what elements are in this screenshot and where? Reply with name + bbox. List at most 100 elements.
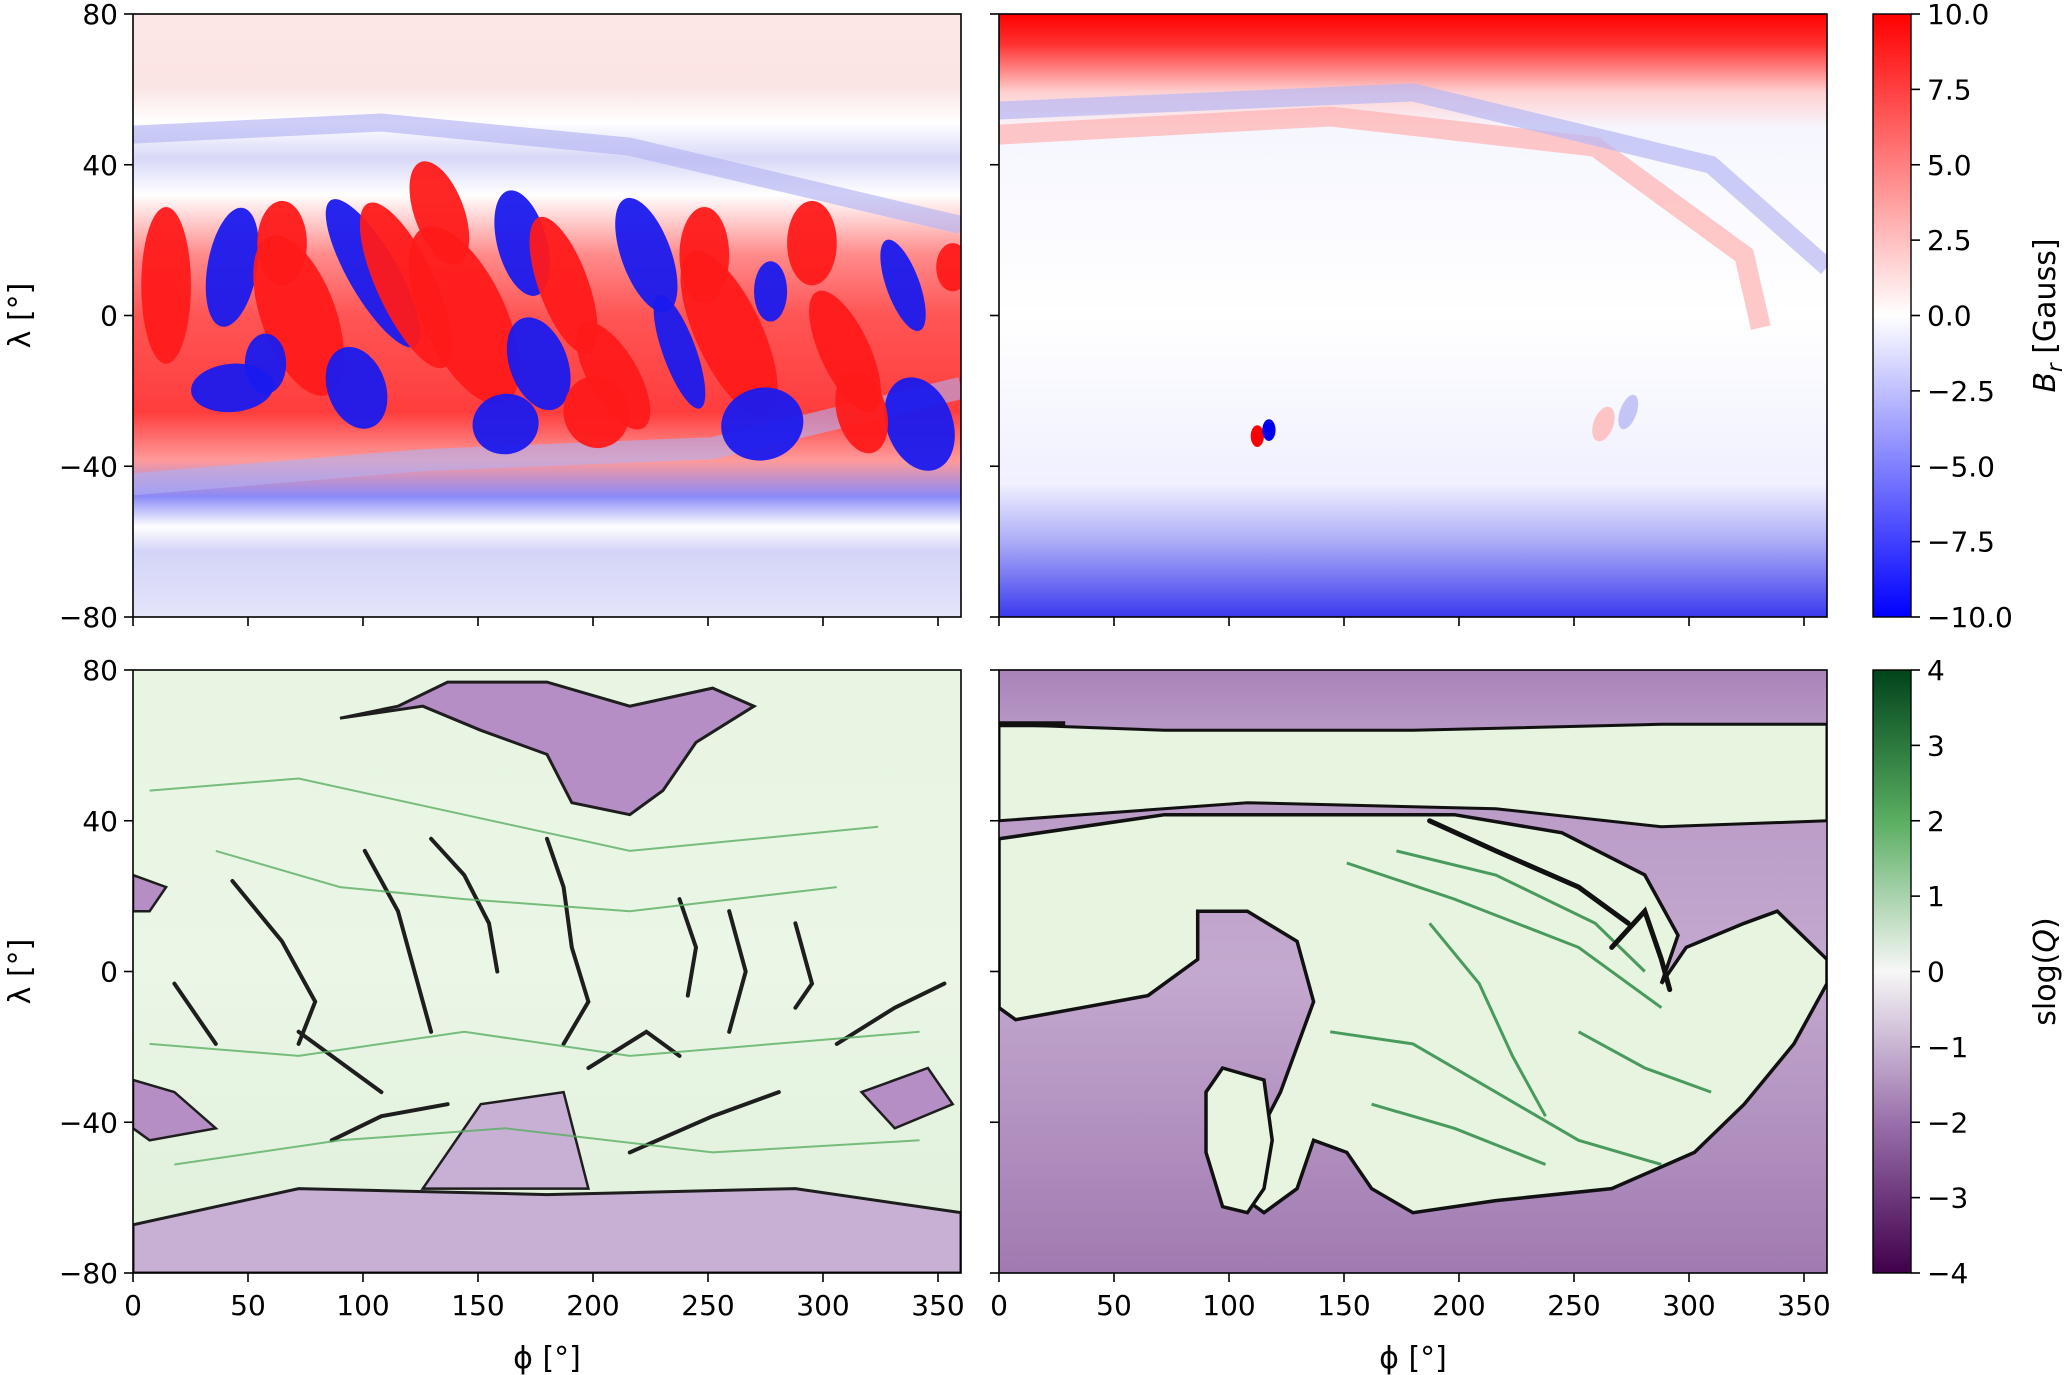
y-tick-label: −80 — [59, 1257, 118, 1290]
panel-br-top-right — [990, 13, 1828, 626]
negative-polarity-patch — [754, 261, 788, 322]
q-ridge — [1346, 861, 1663, 1009]
colorbar-br-label: Br [Gauss] — [2028, 238, 2067, 392]
q-structures-bottom-left — [133, 680, 961, 1273]
q-ridge — [1329, 1030, 1662, 1166]
x-tick-label: 300 — [796, 1289, 849, 1322]
colorbar-tick-label: 7.5 — [1927, 73, 1972, 106]
x-tick-label: 150 — [451, 1289, 504, 1322]
panel-q-bottom-right: 0 50 100 150 200 250 300 350 — [990, 669, 1831, 1322]
positive-polarity-patch — [835, 370, 889, 454]
colorbar-tick-label: 1 — [1927, 880, 1945, 913]
negative-polarity-patch — [653, 294, 706, 409]
high-q-separatrix — [230, 879, 318, 1046]
x-tick-label: 0 — [990, 1289, 1008, 1322]
colorbar-tick-label: −10.0 — [1927, 601, 2013, 634]
positive-polarity-patch — [936, 243, 961, 292]
y-axis-label-top: λ [°] — [3, 283, 38, 349]
negative-polarity-patch — [884, 377, 955, 471]
colorbar-tick-label: −2.5 — [1927, 375, 1995, 408]
x-axis-label-right: ϕ [°] — [1379, 1341, 1447, 1375]
negative-polarity-patch — [325, 346, 388, 429]
low-q-region — [133, 1078, 219, 1142]
low-q-region — [859, 1066, 955, 1130]
high-q-band — [999, 722, 1827, 829]
y-tick-label: −80 — [59, 601, 118, 634]
colorbar-tick-label: −4 — [1927, 1257, 1968, 1290]
weak-negative-patch — [1618, 394, 1639, 430]
high-q-separatrix — [1609, 906, 1673, 993]
high-q-separatrix — [296, 1029, 384, 1095]
y-tick-label: −40 — [59, 450, 118, 483]
weak-positive-patch — [1592, 406, 1615, 442]
x-tick-label: 350 — [911, 1289, 964, 1322]
panel-br-top-left: 80 40 0 −40 −80 — [59, 0, 962, 634]
x-tick-label: 100 — [336, 1289, 389, 1322]
positive-polarity-patch — [576, 322, 651, 430]
positive-polarity-patch — [141, 206, 191, 364]
colorbar-tick-label: 0 — [1927, 956, 1945, 989]
colorbar-br: 10.0 7.5 5.0 2.5 0.0 −2.5 −5.0 −7.5 −10.0 Br [Ga… — [1872, 0, 2067, 634]
q-ridge — [215, 849, 837, 913]
y-axis-label-bottom: λ [°] — [3, 939, 38, 1005]
negative-polarity-patch — [721, 387, 804, 461]
q-ridge — [1428, 922, 1547, 1117]
weak-negative-arc — [999, 83, 1827, 275]
colorbar-tick-label: −2 — [1927, 1106, 1968, 1139]
low-q-region — [133, 1187, 961, 1273]
negative-polarity-patch — [506, 317, 571, 411]
colorbar-tick-label: −7.5 — [1927, 526, 1995, 559]
x-tick-label: 200 — [1432, 1289, 1485, 1322]
positive-polarity-patch — [408, 226, 520, 405]
negative-polarity-patch — [205, 207, 259, 327]
high-q-separatrix — [1427, 818, 1631, 926]
y-tick-label: 0 — [100, 956, 118, 989]
x-tick-label: 50 — [230, 1289, 266, 1322]
q-ridge — [1396, 849, 1646, 973]
high-q-separatrix — [545, 836, 591, 1046]
high-q-separatrix — [834, 981, 947, 1046]
weak-field-arc — [133, 113, 961, 234]
colorbar-tick-label: 4 — [1927, 654, 1945, 687]
colorbar-tick-label: 3 — [1927, 729, 1945, 762]
positive-polarity-patch — [257, 200, 307, 286]
high-q-separatrix — [362, 848, 434, 1034]
colorbar-tick-label: 10.0 — [1927, 0, 1989, 31]
high-q-separatrix — [727, 909, 748, 1034]
x-tick-label: 250 — [1547, 1289, 1600, 1322]
x-tick-label: 350 — [1777, 1289, 1830, 1322]
x-tick-label: 100 — [1202, 1289, 1255, 1322]
magnetic-patches-top-right — [999, 83, 1827, 447]
negative-polarity-patch — [1262, 419, 1276, 441]
q-ridge — [1577, 1030, 1712, 1094]
positive-polarity-patch — [787, 200, 837, 286]
q-structures-bottom-right — [999, 721, 1827, 1215]
low-q-region — [339, 680, 758, 817]
colorbar-tick-label: 5.0 — [1927, 149, 1972, 182]
positive-polarity-patch — [679, 206, 730, 304]
high-q-separatrix — [172, 981, 218, 1046]
x-tick-label: 150 — [1317, 1289, 1370, 1322]
weak-positive-arc — [999, 106, 1771, 330]
high-q-separatrix — [627, 1090, 781, 1155]
high-q-separatrix — [586, 1029, 682, 1070]
q-ridge — [174, 1127, 920, 1166]
y-tick-label: 40 — [82, 805, 118, 838]
colorbar-tick-label: 2 — [1927, 805, 1945, 838]
high-q-separatrix — [793, 921, 815, 1010]
negative-polarity-patch — [472, 393, 539, 455]
positive-polarity-patch — [1250, 425, 1264, 447]
magnetic-patches-top-left — [133, 113, 961, 496]
y-tick-label: −40 — [59, 1106, 118, 1139]
negative-polarity-patch — [191, 363, 274, 413]
y-tick-label: 0 — [100, 300, 118, 333]
y-tick-label: 80 — [82, 654, 118, 687]
x-axis-label-left: ϕ [°] — [513, 1341, 581, 1375]
weak-field-arc — [133, 377, 961, 496]
q-ridge — [1371, 1102, 1547, 1166]
colorbar-q: 4 3 2 1 0 −1 −2 −3 −4 slog(Q) — [1872, 654, 2063, 1290]
q-ridge — [149, 1030, 920, 1057]
high-q-separatrix — [329, 1102, 450, 1143]
low-q-region — [133, 873, 169, 913]
